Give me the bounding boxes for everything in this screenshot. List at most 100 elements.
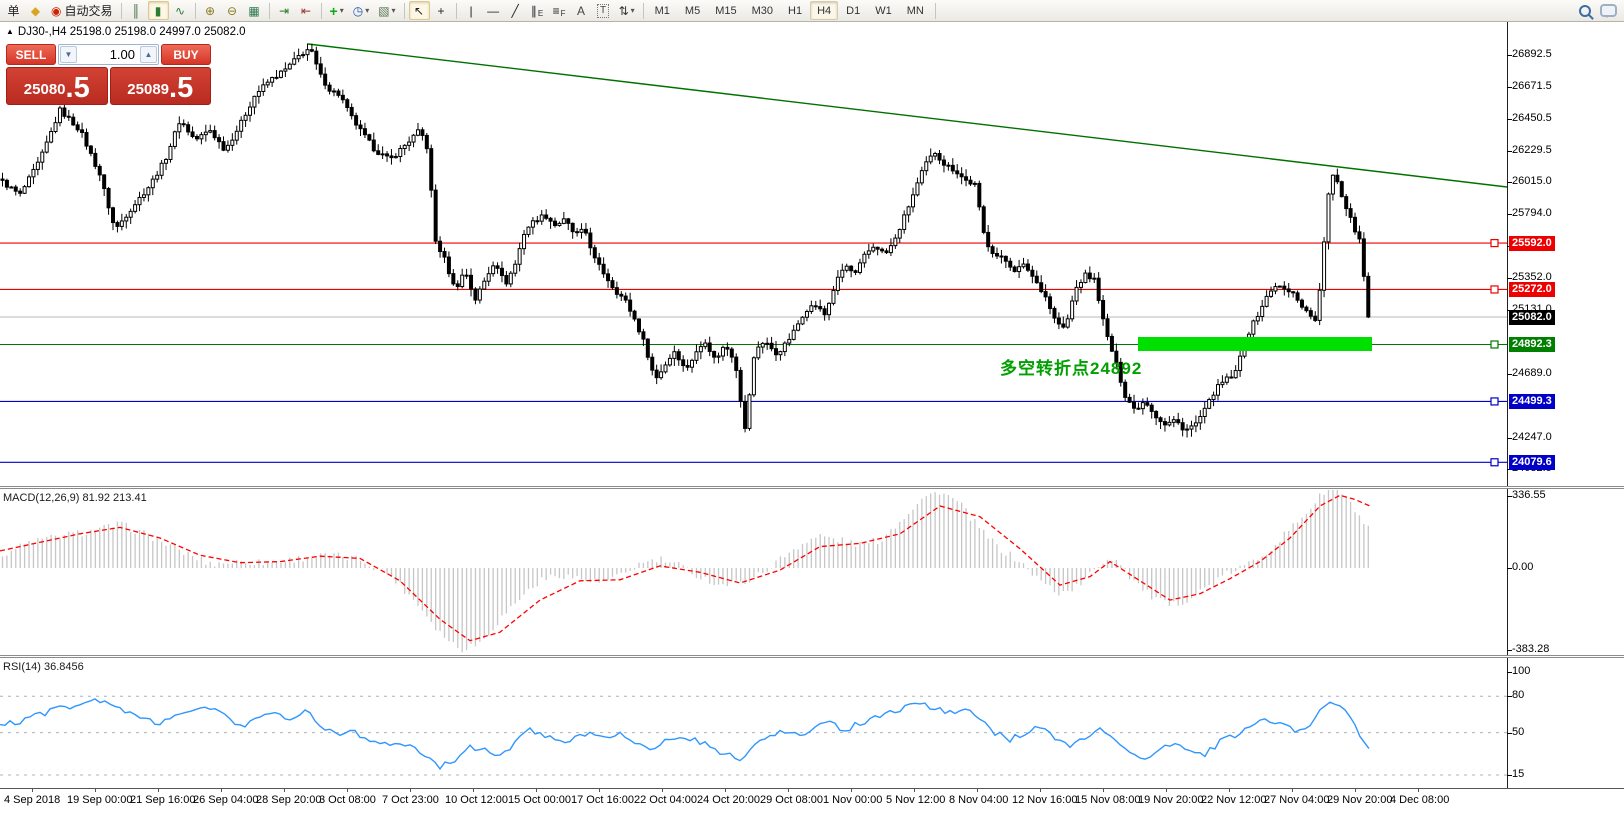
macd-tick [1507,568,1512,569]
tile-windows-icon: ▦ [248,3,260,18]
timeframe-button-m15[interactable]: M15 [715,4,737,17]
orders-icon[interactable]: ◆ [25,1,46,20]
timeframe-button-h4[interactable]: H4 [810,1,839,20]
timeframe-button-w1[interactable]: W1 [875,4,892,17]
toolbar: 单 ◆ ◉ 自动交易 ║ ▮ ∿ ⊕ ⊖ ▦ ⇥ ⇤ + ▾ ◷ ▾ ▧ ▾ ↖ + | — ╱ ∥ E ≡ F A T ⇅ ▾ M1 M5 M1… [0,0,1624,22]
trendline-tool[interactable]: ╱ [505,1,526,20]
price-tick-label: 26015.0 [1512,175,1552,187]
rsi-tick [1507,672,1512,673]
equidistant-channel-tool: ∥ [530,3,537,18]
sell-button[interactable]: SELL [6,44,56,65]
time-label: 29 Nov 20:00 [1327,794,1393,806]
ohlc-title: DJ30-,H4 25198.0 25198.0 24997.0 25082.0 [17,26,246,38]
rsi-tick [1507,775,1512,776]
zoom-out-icon: ⊖ [226,3,238,18]
equidistant-channel-tool[interactable]: ∥ E [527,1,548,20]
zoom-in-icon: ⊕ [204,3,216,18]
price-badge-24892.3: 24892.3 [1509,337,1555,352]
vertical-line-tool[interactable]: | [461,1,482,20]
time-tick [851,788,852,792]
dropdown-caret-icon: ▾ [630,6,635,15]
zoom-out-icon[interactable]: ⊖ [222,1,243,20]
templates-button[interactable]: ▧ ▾ [374,1,399,20]
time-label: 4 Dec 08:00 [1390,794,1450,806]
volume-decrease-button[interactable]: ▼ [60,46,77,63]
time-tick [221,788,222,792]
buy-button[interactable]: BUY [161,44,211,65]
bar-chart-icon[interactable]: ║ [126,1,147,20]
timeframe-button-h1[interactable]: H1 [788,4,803,17]
equidistant-channel-tool-letter: E [537,9,544,18]
text-tool[interactable]: A [571,1,592,20]
time-tick [1040,788,1041,792]
text-label-tool: T [597,3,610,18]
rsi-tick-label: 15 [1512,768,1525,780]
time-tick [977,788,978,792]
periods-button[interactable]: ◷ ▾ [349,1,374,20]
time-label: 4 Sep 2018 [4,794,61,806]
macd-tick [1507,496,1512,497]
macd-tick [1507,650,1512,651]
price-tick-label: 25352.0 [1512,271,1552,283]
zoom-in-icon[interactable]: ⊕ [200,1,221,20]
volume-input[interactable]: 1.00 [109,47,135,62]
symbol-marker-icon: ▲ [6,27,14,36]
line-chart-icon[interactable]: ∿ [170,1,191,20]
macd-pane-splitter[interactable] [0,486,1624,489]
search-icon[interactable] [1574,1,1595,20]
bid-price[interactable]: 25080 .5 [6,67,108,105]
main-chart-canvas[interactable] [0,22,1507,486]
time-tick [347,788,348,792]
time-label: 1 Nov 00:00 [823,794,883,806]
time-tick [1418,788,1419,792]
annotation-text[interactable]: 多空转折点24892 [1000,359,1143,378]
dropdown-caret-icon: ▾ [391,6,396,15]
macd-label: MACD(12,26,9) 81.92 213.41 [3,492,147,504]
price-tick [1507,182,1512,183]
timeframe-button-m30[interactable]: M30 [751,4,774,17]
dropdown-caret-icon: ▾ [365,6,370,15]
horizontal-line-tool[interactable]: — [483,1,504,20]
time-label: 28 Sep 20:00 [256,794,322,806]
macd-canvas[interactable] [0,490,1507,655]
crosshair-tool[interactable]: + [431,1,452,20]
timeframe-button-m5[interactable]: M5 [684,4,701,17]
rsi-pane-splitter[interactable] [0,655,1624,658]
time-tick [725,788,726,792]
cursor-tool[interactable]: ↖ [408,1,430,20]
timeframe-button-m1[interactable]: M1 [654,4,670,17]
tile-windows-icon[interactable]: ▦ [244,1,265,20]
toolbar-separator [320,2,322,19]
time-tick [662,788,663,792]
time-label: 5 Nov 12:00 [886,794,946,806]
volume-increase-button[interactable]: ▲ [140,46,157,63]
arrows-tool[interactable]: ⇅ ▾ [615,1,639,20]
rsi-tick-label: 80 [1512,689,1525,701]
toolbar-separator [120,2,122,19]
rsi-canvas[interactable] [0,659,1507,788]
chart-shift-icon: ⇤ [300,3,312,18]
chart-shift-icon[interactable]: ⇤ [296,1,317,20]
time-tick [536,788,537,792]
candlestick-chart-icon[interactable]: ▮ [147,1,169,20]
chat-icon[interactable] [1596,1,1621,20]
rsi-tick [1507,733,1512,734]
templates-button: ▧ [378,3,390,18]
time-tick [599,788,600,792]
time-label: 19 Nov 20:00 [1138,794,1204,806]
ask-price[interactable]: 25089 .5 [109,67,211,105]
new-order-button: 单 [7,4,20,18]
bid-main-digits: 25080 [23,81,66,98]
rsi-tick-label: 100 [1512,665,1531,677]
indicators-button[interactable]: + ▾ [326,1,348,20]
timeframe-button-d1[interactable]: D1 [846,4,861,17]
text-label-tool[interactable]: T [593,1,614,20]
auto-scroll-icon[interactable]: ⇥ [274,1,295,20]
fibonacci-tool[interactable]: ≡ F [549,1,570,20]
price-tick [1507,374,1512,375]
new-order-button[interactable]: 单 [3,1,24,20]
timeframe-button-mn[interactable]: MN [906,4,924,17]
toolbar-separator [934,2,936,19]
autotrading-button[interactable]: ◉ 自动交易 [47,1,117,20]
time-tick [788,788,789,792]
